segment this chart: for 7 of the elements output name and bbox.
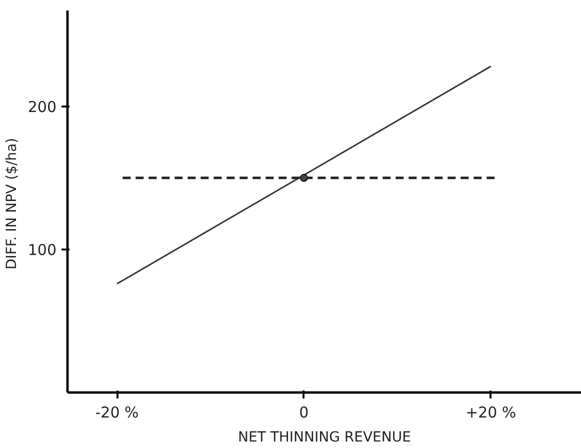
y-tick-label: 100 — [28, 240, 57, 259]
y-tick-label: 200 — [28, 98, 57, 116]
x-axis-title: NET THINNING REVENUE — [238, 430, 411, 446]
x-tick-label: -20 % — [95, 404, 139, 422]
y-axis-title: DIFF. IN NPV ($/ha) — [4, 138, 20, 270]
x-tick-label: +20 % — [466, 404, 516, 422]
x-tick-label: 0 — [299, 404, 309, 422]
